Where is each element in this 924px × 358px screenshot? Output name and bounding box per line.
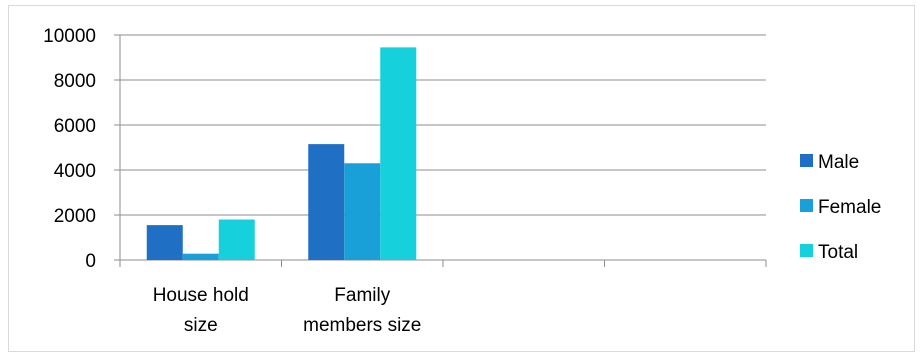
y-tick-label: 2000 [54,206,96,227]
y-tick-label: 8000 [54,71,96,92]
legend-label: Female [818,197,881,218]
legend-swatch [800,154,813,167]
x-tick-label: size [184,315,218,336]
legend-swatch [800,199,813,212]
bar [218,219,255,260]
legend: Male Female Total [800,152,881,263]
legend-swatch [800,244,813,257]
legend-label: Total [818,242,858,263]
x-tick-label: Family [334,285,390,306]
bar [146,225,183,260]
bars [146,47,417,260]
chart-frame [8,5,915,352]
legend-label: Male [818,152,859,173]
y-tick-label: 6000 [54,116,96,137]
y-tick-label: 10000 [43,26,96,47]
bar [308,144,345,260]
y-axis: 0 2000 4000 6000 8000 10000 [43,26,121,272]
x-tick-label: members size [303,315,421,336]
gridlines [120,34,766,216]
bar [182,253,219,260]
bar [380,47,417,260]
y-tick-label: 4000 [54,161,96,182]
y-tick-label: 0 [85,251,96,272]
bar [344,163,381,260]
x-tick-label: House hold [153,285,249,306]
x-axis: House hold size Family members size [119,259,767,336]
